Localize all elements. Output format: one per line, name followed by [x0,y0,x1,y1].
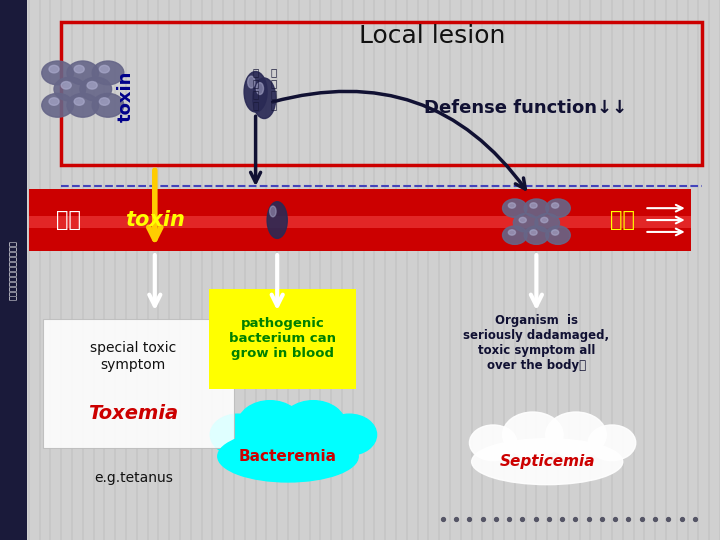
Circle shape [541,217,548,222]
FancyBboxPatch shape [29,217,691,227]
Circle shape [238,401,302,449]
Circle shape [503,199,527,217]
Circle shape [519,217,526,222]
Circle shape [80,77,112,101]
Circle shape [49,65,59,73]
Circle shape [49,98,59,105]
Ellipse shape [269,206,276,217]
Text: special toxic
symptom: special toxic symptom [90,341,176,372]
Circle shape [535,213,559,232]
Circle shape [546,412,606,457]
Circle shape [524,199,549,217]
Text: Septicemia: Septicemia [500,454,595,469]
Ellipse shape [253,78,276,119]
Circle shape [99,98,109,105]
Circle shape [74,65,84,73]
Circle shape [546,226,570,244]
Circle shape [508,230,516,235]
Circle shape [87,82,97,89]
Circle shape [210,414,265,455]
Circle shape [54,77,86,101]
Circle shape [552,202,559,208]
Text: 局
部
病
灶: 局 部 病 灶 [253,68,258,110]
Circle shape [92,61,124,85]
Ellipse shape [217,431,359,482]
Circle shape [552,230,559,235]
Circle shape [469,425,517,461]
Text: 血液: 血液 [56,210,81,230]
Ellipse shape [244,71,267,112]
Circle shape [530,230,537,235]
Circle shape [61,82,71,89]
Text: toxin: toxin [117,70,135,122]
Circle shape [513,213,538,232]
Circle shape [67,93,99,117]
Text: Bacteremia: Bacteremia [239,449,337,464]
Ellipse shape [267,201,287,239]
Text: toxin: toxin [125,210,185,230]
Circle shape [530,202,537,208]
Text: e.g.tetanus: e.g.tetanus [94,471,173,485]
Circle shape [281,401,346,449]
Circle shape [74,98,84,105]
Circle shape [503,226,527,244]
Text: Local lesion: Local lesion [359,24,505,48]
Circle shape [524,226,549,244]
Circle shape [588,425,636,461]
Text: Toxemia: Toxemia [88,403,179,423]
Text: pathogenic
bacterium can
grow in blood: pathogenic bacterium can grow in blood [229,317,336,360]
Circle shape [67,61,99,85]
Ellipse shape [248,76,255,88]
Ellipse shape [472,438,623,485]
Text: 毒素: 毒素 [611,210,635,230]
Circle shape [503,412,563,457]
FancyBboxPatch shape [43,319,234,448]
Text: 毒素血液局局部部病病灶灶: 毒素血液局局部部病病灶灶 [9,240,18,300]
Text: Organism  is
seriously dadamaged,
toxic symptom all
over the body。: Organism is seriously dadamaged, toxic s… [464,314,609,372]
Circle shape [99,65,109,73]
Circle shape [322,414,377,455]
FancyBboxPatch shape [29,189,691,251]
FancyBboxPatch shape [0,0,27,540]
Circle shape [546,199,570,217]
Circle shape [508,202,516,208]
Text: Defense function↓↓: Defense function↓↓ [424,99,627,117]
FancyBboxPatch shape [209,289,356,389]
Circle shape [42,61,73,85]
Circle shape [42,93,73,117]
Circle shape [92,93,124,117]
Text: 局
部
病
灶: 局 部 病 灶 [271,68,276,110]
Ellipse shape [256,83,264,94]
